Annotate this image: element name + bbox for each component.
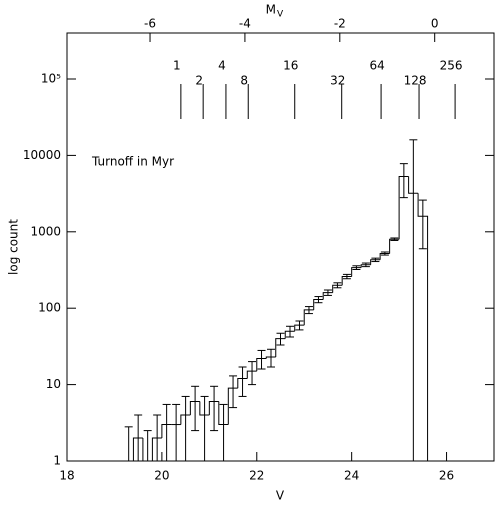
y-tick-label: 10	[46, 377, 61, 391]
x-tick-label: 24	[344, 469, 359, 483]
histogram-bin	[132, 437, 143, 461]
histogram-bin	[237, 378, 248, 389]
histogram-bin	[180, 414, 191, 425]
histogram-bin	[284, 330, 295, 339]
plot-frame	[66, 32, 495, 462]
annotation: Turnoff in Myr	[91, 155, 174, 169]
histogram-bin	[227, 387, 238, 425]
histogram-bin	[313, 298, 324, 310]
x2-tick-label: -2	[334, 17, 346, 31]
x-tick-label: 18	[59, 469, 74, 483]
histogram-bin	[332, 284, 343, 293]
x2-tick-label: -6	[144, 17, 156, 31]
x-axis-label: V	[276, 489, 285, 503]
x2-axis-label: M	[266, 3, 276, 17]
histogram-bin	[256, 357, 267, 372]
turnoff-label: 32	[330, 74, 345, 88]
histogram-bin	[351, 267, 362, 277]
plot-area	[123, 139, 429, 461]
histogram-bin	[322, 292, 333, 300]
turnoff-label: 2	[195, 74, 203, 88]
histogram-bin	[341, 275, 352, 286]
histogram-bin	[379, 252, 390, 260]
y-tick-label: 1	[53, 454, 61, 468]
turnoff-label: 4	[218, 59, 226, 73]
histogram-bin	[398, 175, 409, 240]
y-tick-label: 10⁵	[41, 71, 61, 85]
histogram-bin	[199, 401, 210, 416]
x-tick-label: 20	[154, 469, 169, 483]
turnoff-label: 8	[240, 74, 248, 88]
turnoff-label: 64	[369, 59, 384, 73]
turnoff-label: 16	[283, 59, 298, 73]
y-axis-label: log count	[7, 219, 21, 275]
histogram-bin	[389, 238, 400, 254]
histogram-bin	[294, 324, 305, 332]
histogram-bin	[189, 401, 200, 416]
y-tick-label: 100	[38, 301, 61, 315]
turnoff-label: 128	[404, 74, 427, 88]
turnoff-label: 256	[440, 59, 463, 73]
histogram-bin	[161, 424, 172, 439]
histogram-bin	[142, 438, 153, 461]
histogram-bin	[303, 309, 314, 326]
histogram-bin	[151, 437, 162, 461]
histogram-bin	[265, 356, 276, 359]
x2-axis-label-sub: V	[277, 10, 284, 20]
histogram-bin	[218, 401, 229, 426]
x-tick-label: 26	[439, 469, 454, 483]
y-tick-label: 1000	[30, 224, 61, 238]
histogram-bin	[246, 370, 257, 379]
turnoff-label: 1	[173, 59, 181, 73]
y-tick-label: 10000	[23, 148, 61, 162]
x-tick-label: 22	[249, 469, 264, 483]
histogram-bin	[275, 338, 286, 357]
x2-tick-label: -4	[239, 17, 251, 31]
histogram-bin	[408, 176, 419, 194]
histogram-bin	[208, 401, 219, 416]
x2-tick-label: 0	[431, 17, 439, 31]
histogram-bin	[370, 259, 381, 265]
histogram-bin	[360, 264, 371, 268]
